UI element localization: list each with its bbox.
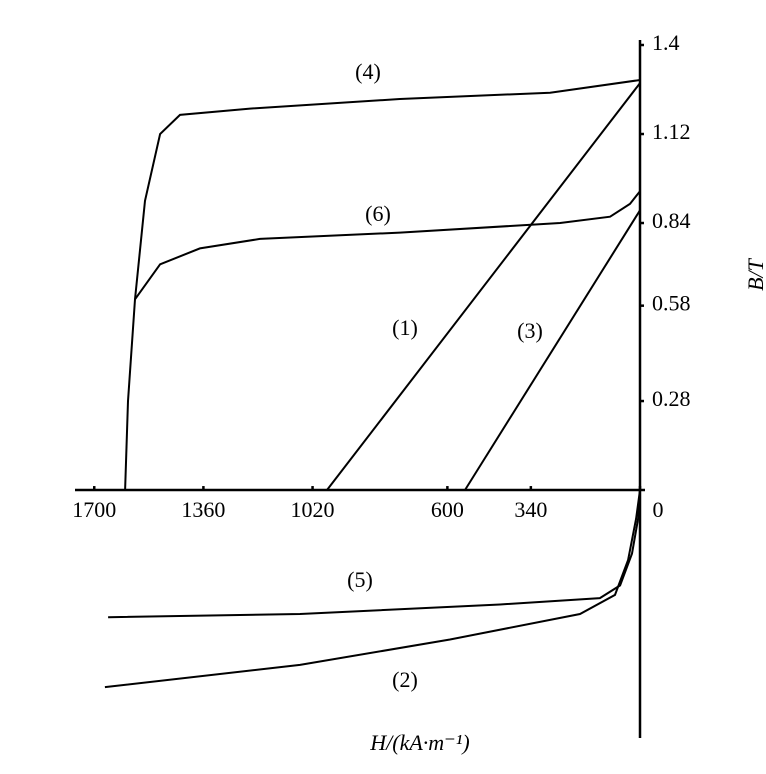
- x-axis-label: H/(kA·m⁻¹): [369, 730, 469, 755]
- curve-label: (2): [392, 667, 418, 692]
- curve: [326, 82, 641, 491]
- x-tick-label: 1360: [181, 497, 225, 522]
- y-axis-label: B/T: [743, 257, 766, 291]
- y-tick-label: 0.28: [652, 386, 691, 411]
- curve: [108, 489, 641, 619]
- x-tick-label: 340: [514, 497, 547, 522]
- curve-label: (4): [355, 59, 381, 84]
- x-tick-label: 1020: [291, 497, 335, 522]
- curve: [104, 489, 641, 689]
- y-tick-label: 0.58: [652, 291, 691, 316]
- x-tick-label: 600: [431, 497, 464, 522]
- y-tick-label: 1.12: [652, 119, 691, 144]
- curve-label: (1): [392, 315, 418, 340]
- y-tick-label: 1.4: [652, 30, 680, 55]
- curve: [124, 79, 641, 491]
- curve: [464, 209, 641, 491]
- curve-label: (3): [517, 318, 543, 343]
- y-tick-label: 0.84: [652, 208, 691, 233]
- curve-label: (6): [365, 201, 391, 226]
- x-tick-label: 0: [653, 497, 664, 522]
- curve: [134, 190, 641, 300]
- curve-label: (5): [347, 567, 373, 592]
- x-tick-label: 1700: [72, 497, 116, 522]
